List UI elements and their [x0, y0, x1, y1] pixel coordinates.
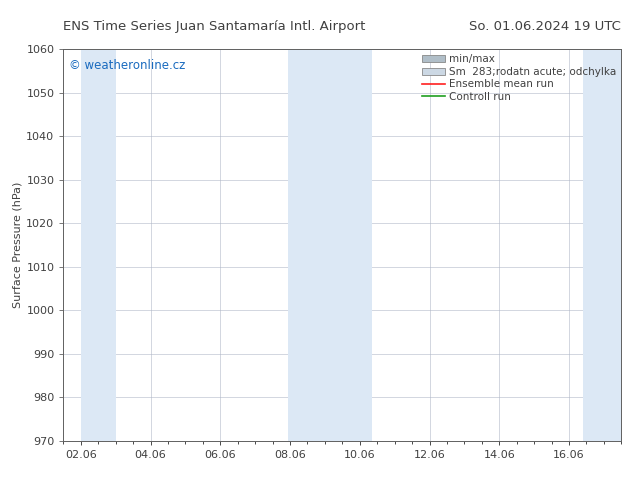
Bar	[81, 49, 116, 441]
Text: ENS Time Series Juan Santamaría Intl. Airport: ENS Time Series Juan Santamaría Intl. Ai…	[63, 20, 366, 33]
Bar	[288, 49, 372, 441]
Legend: min/max, Sm  283;rodatn acute; odchylka, Ensemble mean run, Controll run: min/max, Sm 283;rodatn acute; odchylka, …	[420, 52, 618, 104]
Bar	[583, 49, 621, 441]
Text: © weatheronline.cz: © weatheronline.cz	[69, 59, 185, 72]
Y-axis label: Surface Pressure (hPa): Surface Pressure (hPa)	[12, 182, 22, 308]
Text: So. 01.06.2024 19 UTC: So. 01.06.2024 19 UTC	[469, 20, 621, 33]
